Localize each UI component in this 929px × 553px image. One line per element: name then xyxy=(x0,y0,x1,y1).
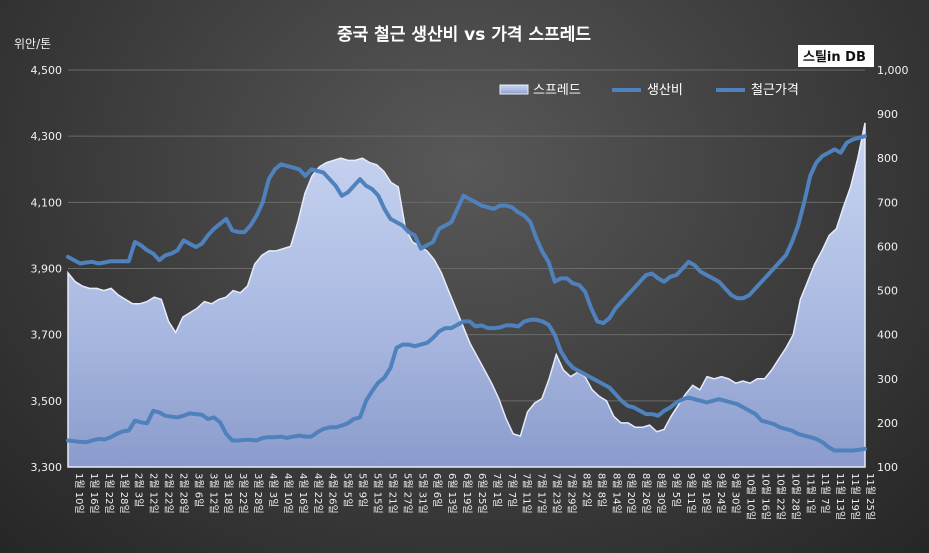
x-tick-label: 3월 28일 xyxy=(252,473,264,514)
x-tick-label: 8월 26일 xyxy=(640,473,652,514)
left-axis-unit: 위안/톤 xyxy=(14,37,51,51)
right-tick-label: 300 xyxy=(877,373,898,386)
x-tick-label: 3월 22일 xyxy=(237,473,249,514)
x-tick-label: 2월 22일 xyxy=(163,473,175,514)
series-price-line xyxy=(66,134,867,326)
x-tick-label: 9월 11일 xyxy=(685,473,697,514)
x-tick-label: 6월 13일 xyxy=(446,473,458,514)
left-tick-label: 3,300 xyxy=(31,461,63,474)
right-tick-label: 700 xyxy=(877,196,898,209)
x-tick-label: 9월 30일 xyxy=(730,473,742,514)
series-cost-line xyxy=(66,317,867,453)
right-tick-label: 600 xyxy=(877,240,898,253)
x-tick-label: 8월 30일 xyxy=(655,473,667,514)
right-tick-label: 400 xyxy=(877,329,898,342)
x-tick-label: 9월 24일 xyxy=(715,473,727,514)
x-tick-label: 10월 10일 xyxy=(745,473,757,520)
x-tick-label: 3월 6일 xyxy=(192,473,204,507)
left-tick-label: 4,100 xyxy=(31,196,63,209)
left-tick-label: 4,500 xyxy=(31,64,63,77)
x-tick-label: 9월 18일 xyxy=(700,473,712,514)
x-tick-label: 7월 1일 xyxy=(491,473,503,507)
x-tick-label: 9월 5일 xyxy=(670,473,682,507)
legend-label-spread: 스프레드 xyxy=(533,83,581,98)
x-tick-label: 1월 28일 xyxy=(118,473,130,514)
chart-title: 중국 철근 생산비 vs 가격 스프레드 xyxy=(337,25,591,45)
x-tick-label: 6월 6일 xyxy=(431,473,443,507)
right-tick-label: 1,000 xyxy=(877,64,909,77)
x-tick-label: 3월 18일 xyxy=(222,473,234,514)
right-tick-label: 200 xyxy=(877,417,898,430)
x-tick-label: 5월 31일 xyxy=(416,473,428,514)
plot-area xyxy=(66,122,867,468)
left-tick-label: 3,900 xyxy=(31,263,63,276)
x-tick-label: 11월 25일 xyxy=(864,473,876,520)
x-tick-label: 6월 25일 xyxy=(476,473,488,514)
right-tick-label: 500 xyxy=(877,285,898,298)
x-tick-label: 11월 1일 xyxy=(804,473,816,514)
x-tick-label: 5월 9일 xyxy=(357,473,369,507)
x-tick-label: 5월 27일 xyxy=(401,473,413,514)
x-tick-label: 6월 19일 xyxy=(461,473,473,514)
x-tick-label: 11월 13일 xyxy=(834,473,846,520)
x-tick-label: 8월 20일 xyxy=(625,473,637,514)
series-spread-area xyxy=(67,122,866,468)
right-tick-label: 900 xyxy=(877,108,898,121)
x-tick-label: 5월 15일 xyxy=(371,473,383,514)
legend-label-cost: 생산비 xyxy=(647,83,683,98)
x-tick-label: 4월 3일 xyxy=(267,473,279,507)
left-tick-label: 4,300 xyxy=(31,130,63,143)
left-tick-label: 3,700 xyxy=(31,329,63,342)
x-tick-label: 11월 19일 xyxy=(849,473,861,520)
x-tick-label: 7월 11일 xyxy=(521,473,533,514)
x-tick-label: 3월 12일 xyxy=(207,473,219,514)
x-axis: 1월 10일 1월 16일 1월 22일 1월 28일 2월 3일 2월 12일 2월 22… xyxy=(73,473,876,520)
right-tick-label: 100 xyxy=(877,461,898,474)
x-tick-label: 1월 22일 xyxy=(103,473,115,514)
x-tick-label: 1월 10일 xyxy=(73,473,85,514)
x-tick-label: 10월 16일 xyxy=(760,473,772,520)
left-axis: 3,300 3,500 3,700 3,900 4,100 4,300 4,500 xyxy=(31,64,63,474)
x-tick-label: 8월 8일 xyxy=(595,473,607,507)
legend-swatch-spread xyxy=(499,84,529,95)
x-tick-label: 2월 28일 xyxy=(177,473,189,514)
x-tick-label: 4월 26일 xyxy=(327,473,339,514)
x-tick-label: 8월 14일 xyxy=(610,473,622,514)
x-tick-label: 2월 12일 xyxy=(148,473,160,514)
x-tick-label: 8월 2일 xyxy=(580,473,592,507)
x-tick-label: 2월 3일 xyxy=(133,473,145,507)
right-axis: 100 200 300 400 500 600 700 800 900 1,000 xyxy=(877,64,909,474)
x-tick-label: 5월 21일 xyxy=(386,473,398,514)
x-tick-label: 5월 5일 xyxy=(342,473,354,507)
brand-logo: 스틸in DB xyxy=(798,45,874,67)
x-tick-label: 10월 28일 xyxy=(789,473,801,520)
x-tick-label: 4월 10일 xyxy=(282,473,294,514)
x-tick-label: 1월 16일 xyxy=(88,473,100,514)
x-tick-label: 7월 17일 xyxy=(536,473,548,514)
x-tick-label: 7월 23일 xyxy=(551,473,563,514)
x-tick-label: 7월 29일 xyxy=(566,473,578,514)
x-tick-label: 11월 7일 xyxy=(819,473,831,514)
legend-label-price: 철근가격 xyxy=(751,83,799,98)
x-tick-label: 7월 7일 xyxy=(506,473,518,507)
left-tick-label: 3,500 xyxy=(31,395,63,408)
x-tick-label: 4월 16일 xyxy=(297,473,309,514)
x-tick-label: 4월 22일 xyxy=(312,473,324,514)
x-tick-label: 10월 22일 xyxy=(774,473,786,520)
legend: 스프레드 생산비 철근가격 xyxy=(499,83,799,98)
right-tick-label: 800 xyxy=(877,152,898,165)
brand-text: 스틸in DB xyxy=(803,50,866,65)
